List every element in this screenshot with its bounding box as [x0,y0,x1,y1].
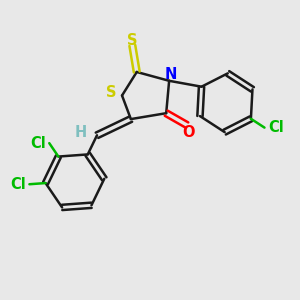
Text: Cl: Cl [10,177,26,192]
Text: Cl: Cl [268,120,284,135]
Text: N: N [164,68,177,82]
Text: O: O [182,125,194,140]
Text: S: S [106,85,117,100]
Text: Cl: Cl [30,136,46,151]
Text: H: H [74,125,87,140]
Text: S: S [127,33,138,48]
